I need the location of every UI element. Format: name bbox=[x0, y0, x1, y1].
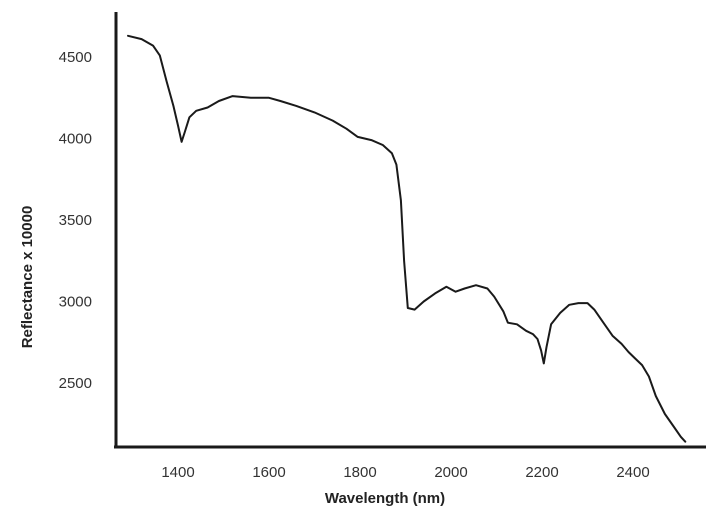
x-tick-label: 1400 bbox=[161, 464, 194, 481]
y-tick-label: 3000 bbox=[59, 294, 92, 311]
x-tick-labels: 1400 1600 1800 2000 2200 2400 bbox=[161, 464, 649, 481]
x-tick-label: 1600 bbox=[252, 464, 285, 481]
x-tick-label: 2200 bbox=[525, 464, 558, 481]
y-tick-label: 3500 bbox=[59, 212, 92, 229]
reflectance-spectrum-line bbox=[127, 34, 687, 443]
series-layer bbox=[127, 34, 687, 443]
y-tick-label: 4500 bbox=[59, 49, 92, 66]
x-tick-label: 2400 bbox=[616, 464, 649, 481]
x-tick-label: 2000 bbox=[434, 464, 467, 481]
y-axis-title: Reflectance x 10000 bbox=[19, 206, 36, 349]
y-tick-labels: 2500 3000 3500 4000 4500 bbox=[59, 49, 92, 392]
y-tick-label: 2500 bbox=[59, 375, 92, 392]
x-axis-title: Wavelength (nm) bbox=[325, 490, 445, 507]
x-tick-label: 1800 bbox=[343, 464, 376, 481]
y-tick-label: 4000 bbox=[59, 131, 92, 148]
